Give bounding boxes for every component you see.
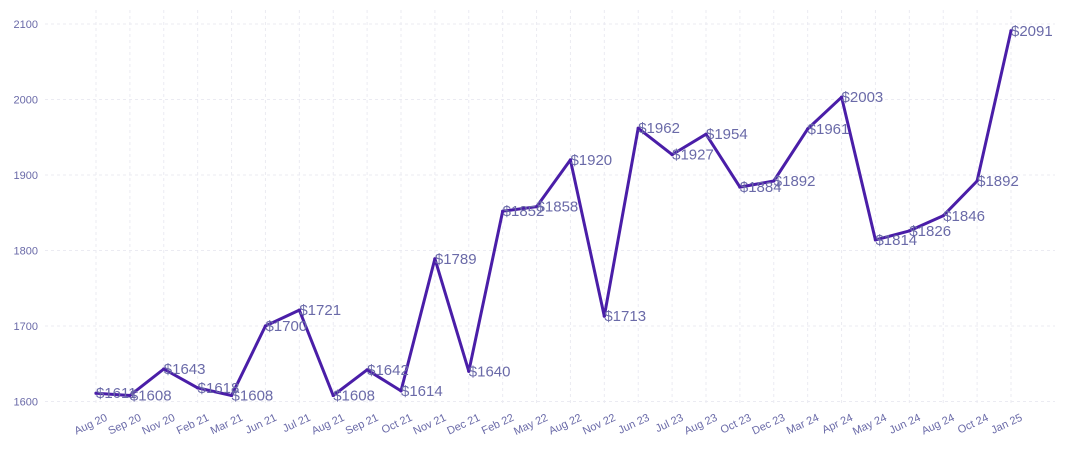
y-tick-label: 1700 — [14, 321, 38, 333]
data-point — [568, 158, 573, 162]
data-point — [602, 314, 606, 318]
data-point — [263, 324, 268, 328]
data-label: $1700 — [265, 318, 307, 335]
x-tick-label: Oct 21 — [380, 412, 414, 437]
data-label: $1789 — [435, 251, 477, 268]
x-tick-label: Feb 22 — [480, 412, 516, 437]
x-tick-label: Jul 23 — [654, 412, 686, 435]
data-point — [196, 386, 200, 390]
data-point — [501, 209, 505, 213]
data-point — [772, 179, 776, 183]
data-point — [873, 238, 878, 242]
data-label: $1892 — [774, 173, 816, 190]
data-point — [636, 126, 640, 130]
data-label: $1618 — [198, 380, 240, 397]
data-point — [738, 185, 742, 189]
data-label: $1927 — [672, 147, 714, 164]
data-point — [1009, 29, 1013, 33]
data-label: $1858 — [537, 199, 579, 216]
data-point — [467, 369, 471, 373]
series-line — [94, 29, 1013, 397]
x-tick-label: Jan 25 — [989, 412, 1024, 437]
x-tick-label: Jun 24 — [888, 412, 923, 437]
data-point — [433, 257, 437, 261]
data-label: $2003 — [842, 89, 884, 106]
data-label: $1642 — [367, 362, 409, 379]
data-label: $1920 — [570, 152, 612, 169]
data-label: $1962 — [638, 120, 680, 137]
data-point — [975, 179, 979, 183]
data-point — [94, 391, 98, 395]
data-label: $1846 — [943, 208, 985, 225]
x-tick-label: Oct 24 — [956, 412, 990, 437]
data-label: $1614 — [401, 383, 443, 400]
data-label: $1608 — [333, 387, 375, 404]
data-point — [839, 95, 844, 99]
data-label: $1814 — [875, 232, 917, 249]
data-point — [534, 205, 539, 209]
x-tick-label: Dec 23 — [750, 412, 787, 438]
y-tick-label: 1800 — [14, 246, 38, 258]
x-tick-label: Aug 24 — [920, 412, 957, 438]
data-label: $1608 — [130, 387, 172, 404]
data-label: $1954 — [706, 126, 748, 143]
y-tick-label: 2100 — [14, 19, 38, 31]
data-label: $1611 — [96, 385, 137, 402]
y-tick-label: 1900 — [14, 170, 38, 182]
data-label: $1713 — [604, 308, 646, 325]
y-tick-label: 1600 — [14, 397, 38, 409]
data-label: $1640 — [469, 363, 511, 380]
x-tick-label: Mar 24 — [785, 412, 821, 437]
series-line-group — [94, 29, 1013, 397]
data-label: $1826 — [909, 223, 951, 240]
x-tick-label: Oct 23 — [719, 412, 753, 437]
data-point — [297, 308, 301, 312]
x-tick-label: Nov 21 — [411, 412, 448, 438]
grid — [45, 10, 1055, 406]
data-label: $1892 — [977, 173, 1019, 190]
y-tick-label: 2000 — [14, 95, 38, 107]
data-point — [162, 367, 166, 371]
data-label: $1643 — [164, 361, 206, 378]
x-tick-label: Nov 20 — [140, 412, 177, 438]
data-point — [365, 368, 369, 372]
data-label: $1721 — [299, 302, 341, 319]
x-tick-label: May 22 — [512, 412, 550, 438]
x-tick-label: Sep 20 — [106, 412, 143, 438]
data-label: $1961 — [808, 121, 850, 138]
data-label: $1884 — [740, 179, 782, 196]
data-point — [704, 132, 708, 136]
data-point — [399, 389, 403, 393]
x-tick-label: Feb 21 — [175, 412, 211, 437]
x-tick-label: Aug 21 — [310, 412, 347, 438]
x-tick-label: Sep 21 — [344, 412, 381, 438]
x-tick-label: May 24 — [851, 412, 889, 438]
data-point — [670, 153, 674, 157]
data-label: $1608 — [232, 387, 274, 404]
x-tick-label: Aug 23 — [683, 412, 720, 438]
data-point — [806, 127, 810, 131]
x-tick-label: Apr 24 — [820, 412, 854, 437]
y-axis: 1600 1700 1800 1900 2000 2100 — [14, 19, 38, 409]
data-label: $2091 — [1011, 23, 1053, 40]
data-labels: $1611$1608$1643$1618$1608$1700$1721$1608… — [96, 23, 1053, 405]
x-tick-label: Jun 23 — [616, 412, 651, 437]
data-point — [229, 393, 234, 398]
x-tick-label: Nov 22 — [581, 412, 618, 438]
x-tick-label: Dec 21 — [445, 412, 482, 438]
x-tick-label: Jul 21 — [281, 412, 313, 435]
x-tick-label: Jun 21 — [244, 412, 279, 437]
data-points — [94, 29, 1013, 398]
data-point — [128, 393, 132, 398]
x-tick-label: Mar 21 — [209, 412, 245, 437]
data-point — [331, 393, 335, 398]
data-point — [941, 214, 945, 218]
x-tick-label: Aug 20 — [73, 412, 110, 438]
data-label: $1852 — [503, 203, 545, 220]
data-point — [907, 229, 911, 233]
x-tick-label: Aug 22 — [547, 412, 584, 438]
